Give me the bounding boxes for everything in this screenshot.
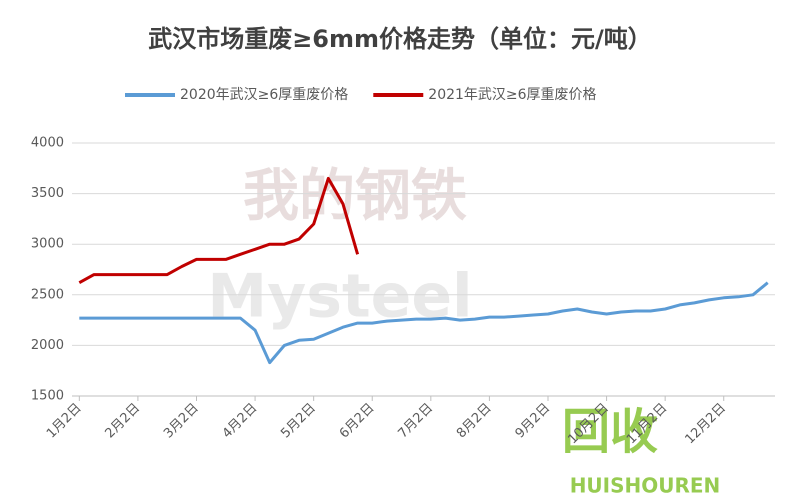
y-tick-label: 3000 — [31, 237, 64, 252]
watermark: HUISHOUREN — [570, 474, 721, 498]
x-tick-label: 4月2日 — [220, 401, 261, 442]
y-tick-label: 3500 — [31, 186, 64, 201]
x-tick-label: 8月2日 — [454, 401, 495, 442]
y-tick-label: 2500 — [31, 287, 64, 302]
x-tick-label: 6月2日 — [337, 401, 378, 442]
x-tick-label: 7月2日 — [395, 401, 436, 442]
x-tick-label: 3月2日 — [161, 401, 202, 442]
watermark: 我的钢铁 — [243, 164, 467, 229]
x-tick-label: 1月2日 — [44, 401, 85, 442]
legend-label: 2021年武汉≥6厚重废价格 — [428, 87, 596, 103]
y-tick-label: 1500 — [31, 389, 64, 404]
x-tick-label: 12月2日 — [682, 401, 729, 448]
x-tick-label: 2月2日 — [103, 401, 144, 442]
x-tick-label: 5月2日 — [278, 401, 319, 442]
legend-label: 2020年武汉≥6厚重废价格 — [180, 87, 348, 103]
y-tick-label: 4000 — [31, 136, 64, 151]
watermark: Mysteel — [207, 262, 472, 332]
watermark: 回收 — [562, 404, 658, 460]
y-tick-label: 2000 — [31, 338, 64, 353]
series-line — [78, 176, 360, 285]
chart-title: 武汉市场重废≥6mm价格走势（单位：元/吨） — [148, 25, 652, 53]
series-line — [79, 281, 769, 365]
x-tick-label: 9月2日 — [513, 401, 554, 442]
